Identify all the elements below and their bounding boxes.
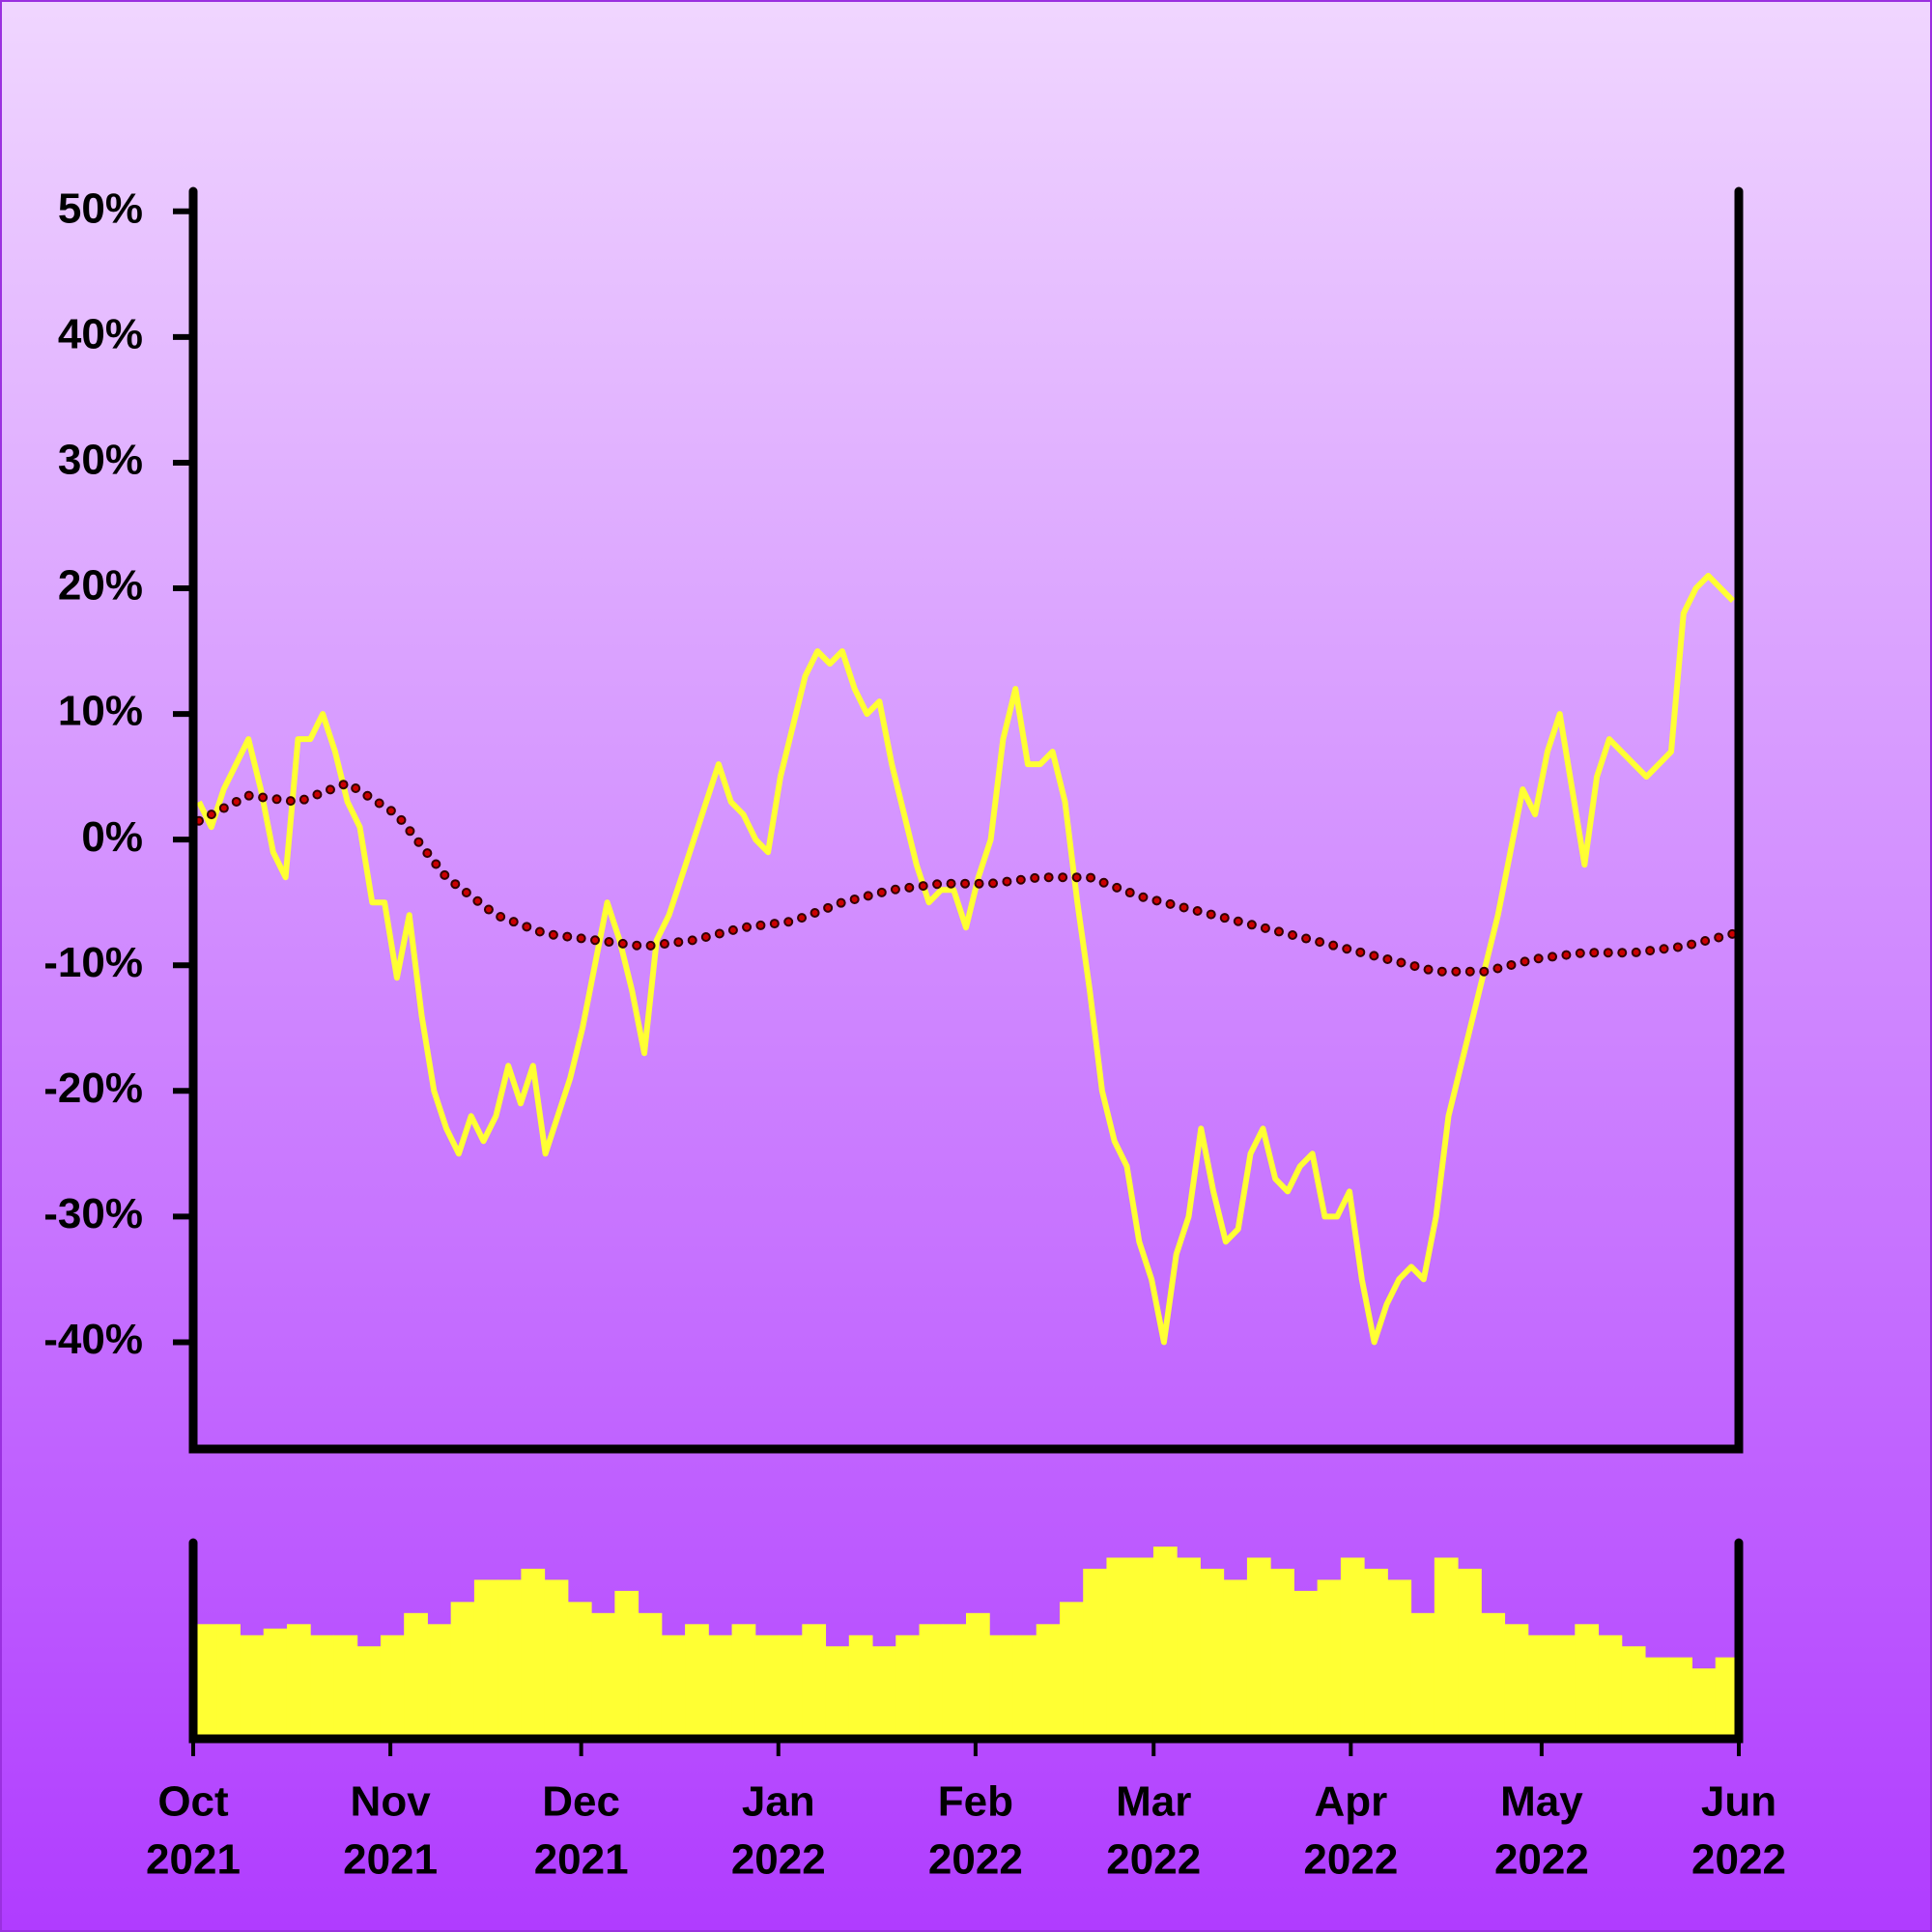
- y-tick-label: 20%: [58, 562, 143, 610]
- volume-bar: [497, 1579, 522, 1735]
- y-tick-label: -20%: [43, 1065, 143, 1112]
- volume-bar: [1458, 1568, 1482, 1735]
- x-tick-label: 2022: [928, 1836, 1023, 1884]
- x-tick-label: 2022: [1303, 1836, 1398, 1884]
- y-tick-label: 0%: [81, 813, 143, 861]
- volume-bar: [286, 1624, 311, 1735]
- volume-bar: [473, 1579, 498, 1735]
- volume-bar: [1293, 1590, 1319, 1735]
- volume-bar: [544, 1579, 569, 1735]
- x-tick-label: Jun: [1701, 1778, 1776, 1826]
- volume-bar: [333, 1634, 358, 1735]
- volume-bar: [1083, 1568, 1107, 1735]
- volume-bar: [614, 1590, 639, 1735]
- volume-bar: [731, 1624, 756, 1735]
- x-tick-label: 2021: [343, 1836, 438, 1884]
- volume-bar: [802, 1624, 827, 1735]
- volume-bar: [919, 1624, 944, 1735]
- volume-bar: [1177, 1557, 1201, 1735]
- volume-bar: [1129, 1557, 1154, 1735]
- axis-frame: [188, 186, 1744, 1454]
- volume-bar: [1575, 1624, 1600, 1735]
- volume-bar: [240, 1634, 265, 1735]
- volume-bar: [1504, 1624, 1529, 1735]
- y-tick-label: 30%: [58, 437, 143, 484]
- volume-bar: [848, 1634, 873, 1735]
- y-tick-label: -30%: [43, 1190, 143, 1237]
- volume-bar: [661, 1634, 686, 1735]
- volume-bar: [1434, 1557, 1459, 1735]
- x-tick-label: May: [1500, 1778, 1583, 1826]
- volume-bar: [380, 1634, 405, 1735]
- volume-bar: [356, 1646, 382, 1735]
- volume-bar: [263, 1628, 288, 1735]
- volume-bar: [638, 1612, 663, 1735]
- volume-bar: [895, 1634, 921, 1735]
- volume-bar: [1059, 1602, 1084, 1735]
- volume-bar: [1621, 1646, 1646, 1735]
- volume-bar: [450, 1602, 475, 1735]
- volume-bar: [1246, 1557, 1271, 1735]
- x-tick-label: Mar: [1116, 1778, 1191, 1826]
- x-tick-label: 2022: [1691, 1836, 1786, 1884]
- axis-frame: [188, 1538, 1744, 1744]
- y-tick-label: 10%: [58, 688, 143, 735]
- volume-bar: [825, 1646, 850, 1735]
- x-tick-label: 2022: [1106, 1836, 1201, 1884]
- volume-bar: [754, 1634, 780, 1735]
- volume-bar: [1645, 1657, 1669, 1735]
- volume-bar: [1106, 1557, 1131, 1735]
- volume-bar: [591, 1612, 615, 1735]
- x-tick-label: Jan: [742, 1778, 815, 1826]
- volume-bar: [1036, 1624, 1061, 1735]
- volume-bar: [1551, 1634, 1576, 1735]
- x-tick-label: 2021: [146, 1836, 241, 1884]
- volume-bar: [1152, 1547, 1178, 1735]
- volume-bar: [779, 1634, 803, 1735]
- x-tick-label: Feb: [938, 1778, 1013, 1826]
- volume-bar: [404, 1612, 428, 1735]
- volume-bar: [567, 1602, 592, 1735]
- y-tick-label: -10%: [43, 939, 143, 986]
- volume-bar: [1668, 1657, 1693, 1735]
- x-tick-label: 2022: [1494, 1836, 1589, 1884]
- x-tick-label: Dec: [542, 1778, 620, 1826]
- volume-bar: [1598, 1634, 1623, 1735]
- volume-bar: [427, 1624, 452, 1735]
- volume-bar: [1387, 1579, 1412, 1735]
- volume-bar: [310, 1634, 334, 1735]
- x-tick-label: 2022: [731, 1836, 826, 1884]
- price-line: [196, 573, 1736, 1346]
- volume-bar: [521, 1568, 546, 1735]
- x-tick-label: Nov: [351, 1778, 432, 1826]
- volume-bar: [685, 1624, 709, 1735]
- volume-bar: [872, 1646, 896, 1735]
- y-tick-label: 40%: [58, 311, 143, 358]
- y-tick-label: 50%: [58, 185, 143, 232]
- volume-bar: [989, 1634, 1013, 1735]
- volume-bar: [942, 1624, 967, 1735]
- volume-bar: [1364, 1568, 1388, 1735]
- volume-bar: [1317, 1579, 1342, 1735]
- volume-bar: [966, 1612, 990, 1735]
- volume-bar: [1270, 1568, 1294, 1735]
- volume-bar: [216, 1624, 241, 1735]
- moving-average: [196, 780, 1736, 975]
- volume-bar: [708, 1634, 733, 1735]
- x-tick-label: Oct: [157, 1778, 229, 1826]
- x-tick-label: Apr: [1314, 1778, 1387, 1826]
- x-tick-label: 2021: [534, 1836, 629, 1884]
- volume-bar: [1481, 1612, 1506, 1735]
- volume-bar: [1200, 1568, 1225, 1735]
- volume-bar: [1012, 1634, 1037, 1735]
- volume-bar: [1340, 1557, 1365, 1735]
- volume-bar: [1691, 1668, 1717, 1735]
- volume-bar: [1223, 1579, 1248, 1735]
- volume-bar: [1410, 1612, 1435, 1735]
- volume-bar: [1527, 1634, 1552, 1735]
- y-tick-label: -40%: [43, 1316, 143, 1363]
